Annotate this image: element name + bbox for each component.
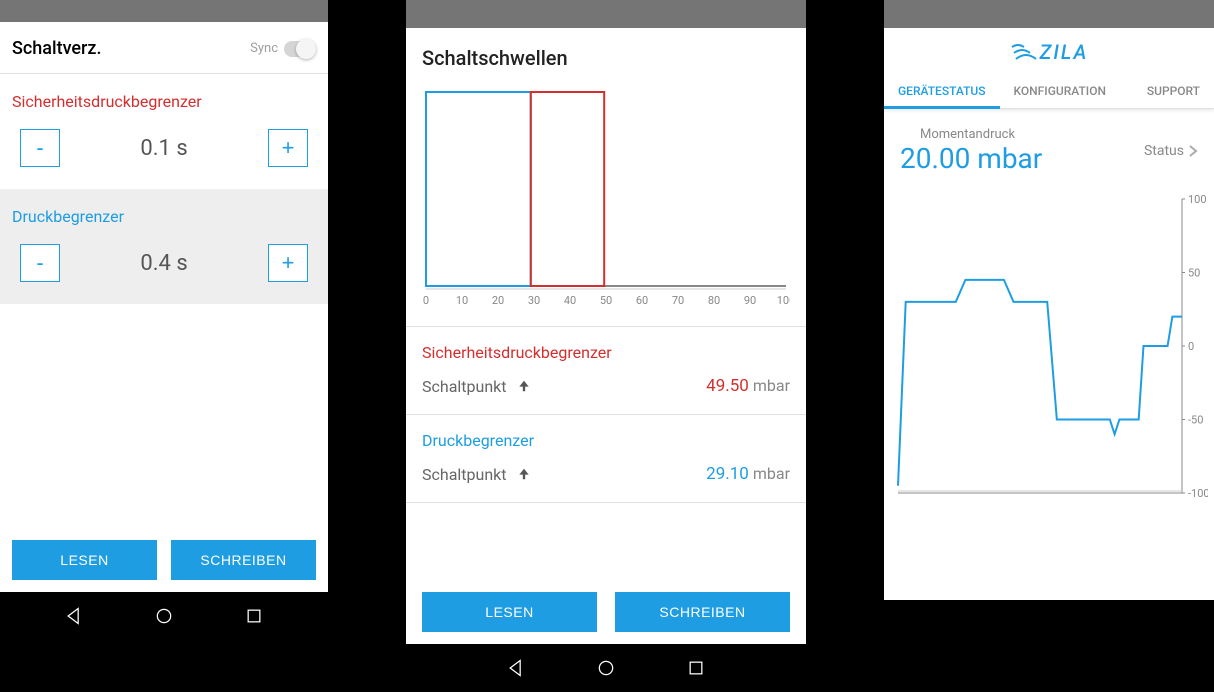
minus-button[interactable]: -: [20, 244, 60, 282]
back-icon[interactable]: [506, 658, 526, 678]
minus-button[interactable]: -: [20, 129, 60, 167]
recent-icon[interactable]: [244, 606, 264, 626]
row-label: Schaltpunkt: [422, 377, 507, 396]
section-druckbegrenzer[interactable]: Druckbegrenzer Schaltpunkt 29.10mbar: [406, 415, 806, 502]
schreiben-button[interactable]: SCHREIBEN: [171, 540, 316, 580]
stepper-value: 0.4 s: [140, 251, 187, 276]
svg-text:80: 80: [708, 294, 720, 307]
screen: Schaltschwellen 0 10 20 30 40 50 60 70 80 90 100 S…: [406, 28, 806, 644]
pressure-group: Momentandruck 20.00 mbar: [900, 127, 1042, 175]
svg-text:-100: -100: [1188, 487, 1208, 500]
threshold-chart: 0 10 20 30 40 50 60 70 80 90 100: [406, 84, 806, 326]
recent-icon[interactable]: [686, 658, 706, 678]
logo-icon: [1010, 41, 1040, 63]
section-label: Druckbegrenzer: [12, 207, 316, 226]
svg-text:60: 60: [636, 294, 648, 307]
page-title: Schaltverz.: [12, 38, 101, 59]
row-left: Schaltpunkt: [422, 465, 531, 484]
status-bar: [0, 0, 328, 22]
arrow-up-icon: [517, 379, 531, 393]
android-navbar: [406, 644, 806, 692]
value: 29.10: [706, 464, 749, 484]
svg-text:50: 50: [600, 294, 612, 307]
action-buttons: LESEN SCHREIBEN: [422, 592, 790, 632]
tabs: GERÄTESTATUS KONFIGURATION SUPPORT: [884, 74, 1214, 109]
tab-geraetestatus[interactable]: GERÄTESTATUS: [884, 74, 1000, 108]
screen: Schaltverz. Sync Sicherheitsdruckbegrenz…: [0, 22, 328, 592]
schaltpunkt-row: Schaltpunkt 49.50mbar: [422, 376, 790, 396]
sync-toggle[interactable]: [284, 41, 316, 57]
svg-text:-50: -50: [1188, 414, 1203, 427]
svg-text:90: 90: [744, 294, 756, 307]
lesen-button[interactable]: LESEN: [12, 540, 157, 580]
unit: mbar: [753, 464, 790, 483]
row-value-group: 49.50mbar: [706, 376, 790, 396]
divider: [406, 502, 806, 503]
sync-label: Sync: [250, 41, 278, 56]
svg-text:20: 20: [492, 294, 504, 307]
back-icon[interactable]: [64, 606, 84, 626]
section-sicherheit: Sicherheitsdruckbegrenzer - 0.1 s +: [0, 74, 328, 189]
svg-text:100: 100: [777, 294, 790, 307]
section-title: Druckbegrenzer: [422, 431, 790, 450]
stepper-value: 0.1 s: [140, 136, 187, 161]
svg-text:0: 0: [1188, 340, 1194, 353]
svg-text:30: 30: [528, 294, 540, 307]
home-icon[interactable]: [596, 658, 616, 678]
svg-text:50: 50: [1188, 267, 1200, 280]
section-label: Sicherheitsdruckbegrenzer: [12, 92, 316, 111]
row-label: Schaltpunkt: [422, 465, 507, 484]
logo-text: ZILA: [1040, 40, 1089, 64]
arrow-up-icon: [517, 467, 531, 481]
plus-button[interactable]: +: [268, 129, 308, 167]
svg-text:0: 0: [423, 294, 429, 307]
lesen-button[interactable]: LESEN: [422, 592, 597, 632]
tab-konfiguration[interactable]: KONFIGURATION: [1000, 74, 1120, 108]
chevron-right-icon: [1188, 144, 1198, 158]
svg-text:70: 70: [672, 294, 684, 307]
row-left: Schaltpunkt: [422, 377, 531, 396]
tab-support[interactable]: SUPPORT: [1133, 74, 1214, 108]
android-navbar: [0, 592, 328, 640]
status-link[interactable]: Status: [1144, 143, 1198, 159]
svg-text:40: 40: [564, 294, 576, 307]
schaltpunkt-row: Schaltpunkt 29.10mbar: [422, 464, 790, 484]
momentan-label: Momentandruck: [920, 127, 1042, 142]
action-buttons: LESEN SCHREIBEN: [12, 540, 316, 580]
page-title: Schaltschwellen: [406, 28, 806, 84]
status-label: Status: [1144, 143, 1184, 159]
pressure-value: 20.00 mbar: [900, 142, 1042, 175]
row-value-group: 29.10mbar: [706, 464, 790, 484]
status-bar: [406, 0, 806, 28]
status-bar: [884, 0, 1214, 28]
section-title: Sicherheitsdruckbegrenzer: [422, 343, 790, 362]
logo: ZILA: [884, 28, 1214, 74]
value: 49.50: [706, 376, 749, 396]
pressure-chart: -100 -50 0 50 100: [884, 189, 1214, 513]
stepper: - 0.1 s +: [12, 129, 316, 167]
section-sicherheit[interactable]: Sicherheitsdruckbegrenzer Schaltpunkt 49…: [406, 327, 806, 414]
svg-text:10: 10: [456, 294, 468, 307]
pressure-display: Momentandruck 20.00 mbar Status: [884, 109, 1214, 189]
stepper: - 0.4 s +: [12, 244, 316, 282]
phone-zila: ZILA GERÄTESTATUS KONFIGURATION SUPPORT …: [884, 0, 1214, 600]
unit: mbar: [753, 376, 790, 395]
phone-schaltverz: Schaltverz. Sync Sicherheitsdruckbegrenz…: [0, 0, 328, 640]
schreiben-button[interactable]: SCHREIBEN: [615, 592, 790, 632]
plus-button[interactable]: +: [268, 244, 308, 282]
home-icon[interactable]: [154, 606, 174, 626]
screen: ZILA GERÄTESTATUS KONFIGURATION SUPPORT …: [884, 28, 1214, 600]
header: Schaltverz. Sync: [0, 22, 328, 74]
section-druckbegrenzer: Druckbegrenzer - 0.4 s +: [0, 189, 328, 304]
chart-svg: -100 -50 0 50 100: [892, 189, 1208, 509]
sync-toggle-group[interactable]: Sync: [250, 41, 316, 57]
svg-text:100: 100: [1188, 193, 1207, 206]
phone-schaltschwellen: Schaltschwellen 0 10 20 30 40 50 60 70 80 90 100 S…: [406, 0, 806, 692]
chart-svg: 0 10 20 30 40 50 60 70 80 90 100: [422, 84, 790, 314]
